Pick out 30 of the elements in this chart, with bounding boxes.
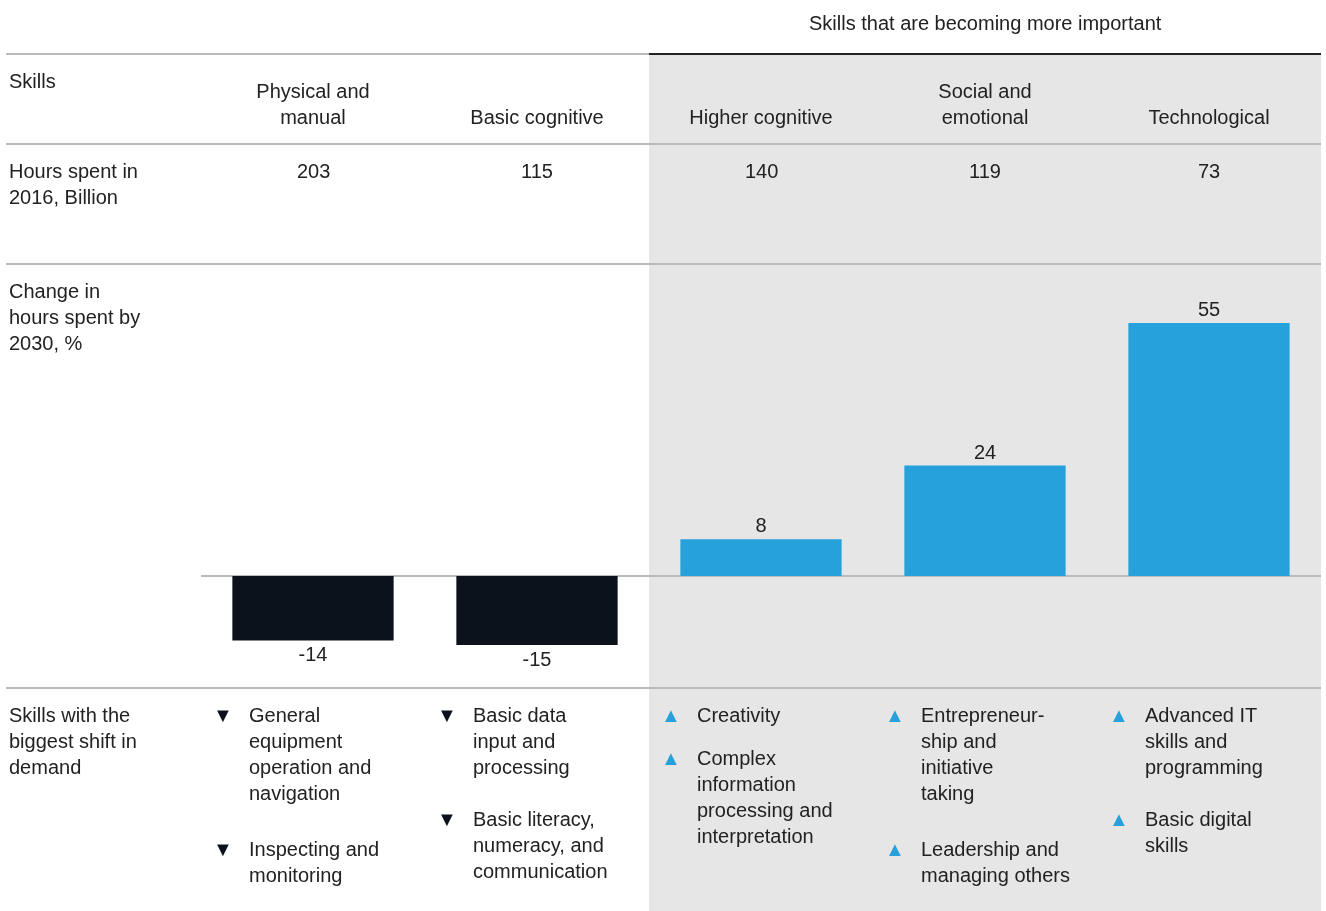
text: ▼ General equipment operation and navigation ▼ Inspecting and monitoring: [213, 704, 380, 886]
bar: [456, 576, 618, 645]
x-tick-label: Higher cognitive: [689, 106, 833, 128]
x-tick-label: Basic cognitive: [470, 106, 604, 128]
text: 73: [1198, 160, 1221, 182]
bar: [680, 539, 842, 576]
text: Change in hours spent by 2030, %: [9, 280, 141, 354]
text: Skills: [9, 70, 56, 92]
text: 203: [297, 160, 331, 182]
text: ▲ Creativity ▲ Complex information processing and interpretation: [661, 704, 833, 847]
data-label: 24: [973, 440, 997, 463]
x-tick-label: Physical and manual: [256, 80, 370, 128]
text: ▲ Entrepreneur-ship and initiative taking ▲ Leadership and managing others: [885, 704, 1070, 886]
data-label: -14: [298, 643, 328, 666]
x-tick-label: Technological: [1148, 106, 1270, 128]
data-label: 8: [755, 514, 767, 537]
text: Hours spent in 2016, Billion: [9, 160, 138, 208]
bar: [232, 576, 394, 641]
text: 140: [745, 160, 779, 182]
text: Skills with the biggest shift in demand: [9, 704, 137, 778]
text: 115: [521, 160, 553, 182]
x-tick-label: Social and emotional: [938, 80, 1032, 128]
bar: [904, 465, 1066, 576]
text: ▼ Basic data input and processing ▼ Basic literacy, numeracy, and communication: [437, 704, 608, 882]
band-label: Skills that are becoming more important: [809, 12, 1162, 34]
text: ▲ Advanced IT skills and programming ▲ Basic digital skills: [1109, 704, 1263, 856]
data-label: -15: [522, 648, 552, 670]
data-label: 55: [1197, 298, 1221, 320]
text: 119: [969, 160, 1001, 182]
bar: [1128, 323, 1290, 576]
